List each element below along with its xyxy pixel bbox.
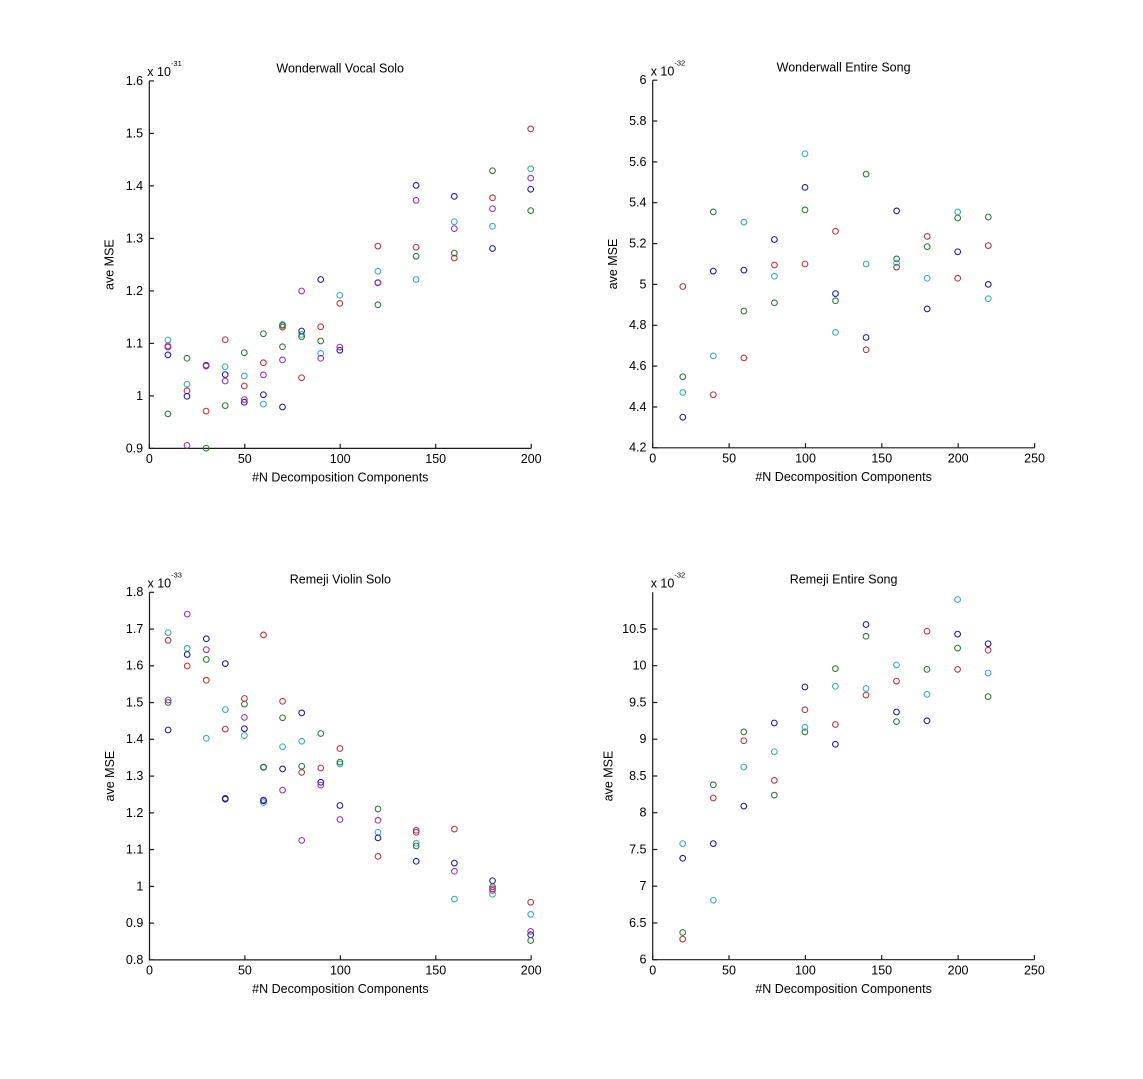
svg-text:50: 50 <box>238 452 252 466</box>
svg-text:50: 50 <box>722 963 736 977</box>
svg-text:Remeji Violin Solo: Remeji Violin Solo <box>290 573 391 587</box>
svg-text:ave MSE: ave MSE <box>103 751 117 802</box>
svg-text:200: 200 <box>521 964 542 978</box>
svg-text:1.7: 1.7 <box>126 622 143 636</box>
svg-text:1.6: 1.6 <box>126 659 143 673</box>
svg-text:150: 150 <box>871 451 892 465</box>
svg-text:8.5: 8.5 <box>629 769 646 783</box>
svg-text:1.8: 1.8 <box>126 585 143 599</box>
svg-text:100: 100 <box>795 963 816 977</box>
svg-text:ave MSE: ave MSE <box>602 751 616 802</box>
svg-text:#N Decomposition Components: #N Decomposition Components <box>755 982 931 996</box>
svg-text:4.2: 4.2 <box>629 441 646 455</box>
svg-text:4.6: 4.6 <box>629 359 646 373</box>
svg-text:200: 200 <box>948 963 969 977</box>
svg-text:6.5: 6.5 <box>629 916 646 930</box>
svg-text:250: 250 <box>1024 963 1045 977</box>
svg-text:9.5: 9.5 <box>629 695 646 709</box>
svg-text:0: 0 <box>146 452 153 466</box>
svg-text:4.4: 4.4 <box>629 400 646 414</box>
svg-text:0: 0 <box>649 451 656 465</box>
svg-text:150: 150 <box>425 452 446 466</box>
svg-text:6: 6 <box>640 953 647 967</box>
svg-text:1.5: 1.5 <box>126 696 143 710</box>
svg-text:Wonderwall Vocal Solo: Wonderwall Vocal Solo <box>276 61 404 75</box>
svg-text:#N Decomposition Components: #N Decomposition Components <box>252 982 428 996</box>
svg-text:8: 8 <box>640 806 647 820</box>
svg-text:#N Decomposition Components: #N Decomposition Components <box>755 470 931 484</box>
svg-text:Remeji Entire Song: Remeji Entire Song <box>790 573 898 587</box>
svg-text:0.8: 0.8 <box>126 953 143 967</box>
svg-text:ave MSE: ave MSE <box>606 239 620 290</box>
svg-text:ave MSE: ave MSE <box>103 239 117 290</box>
svg-text:5.4: 5.4 <box>629 196 646 210</box>
svg-text:0: 0 <box>649 963 656 977</box>
svg-text:1.5: 1.5 <box>126 126 143 140</box>
svg-text:5.2: 5.2 <box>629 237 646 251</box>
svg-text:1: 1 <box>136 879 143 893</box>
svg-text:1.4: 1.4 <box>126 732 143 746</box>
svg-text:250: 250 <box>1024 451 1045 465</box>
svg-text:1.2: 1.2 <box>126 284 143 298</box>
svg-text:1.6: 1.6 <box>126 74 143 88</box>
svg-text:0.9: 0.9 <box>126 441 143 455</box>
svg-text:#N Decomposition Components: #N Decomposition Components <box>252 471 428 485</box>
svg-text:100: 100 <box>330 452 351 466</box>
svg-text:1: 1 <box>136 389 143 403</box>
svg-text:200: 200 <box>948 451 969 465</box>
svg-text:1.4: 1.4 <box>126 179 143 193</box>
svg-text:150: 150 <box>425 964 446 978</box>
svg-text:1.1: 1.1 <box>126 336 143 350</box>
svg-text:5: 5 <box>640 277 647 291</box>
svg-text:1.3: 1.3 <box>126 231 143 245</box>
svg-text:5.6: 5.6 <box>629 155 646 169</box>
svg-text:100: 100 <box>330 964 351 978</box>
svg-text:0: 0 <box>146 964 153 978</box>
svg-text:4.8: 4.8 <box>629 318 646 332</box>
svg-text:50: 50 <box>722 451 736 465</box>
svg-text:9: 9 <box>640 732 647 746</box>
svg-text:0.9: 0.9 <box>126 916 143 930</box>
svg-text:100: 100 <box>795 451 816 465</box>
svg-text:5.8: 5.8 <box>629 114 646 128</box>
svg-text:1.1: 1.1 <box>126 843 143 857</box>
svg-text:1.2: 1.2 <box>126 806 143 820</box>
svg-text:7: 7 <box>640 879 647 893</box>
svg-text:Wonderwall Entire Song: Wonderwall Entire Song <box>777 61 911 75</box>
svg-text:10.5: 10.5 <box>622 622 646 636</box>
svg-text:7.5: 7.5 <box>629 842 646 856</box>
svg-text:150: 150 <box>871 963 892 977</box>
svg-text:200: 200 <box>521 452 542 466</box>
svg-text:1.3: 1.3 <box>126 769 143 783</box>
svg-text:50: 50 <box>238 964 252 978</box>
svg-text:6: 6 <box>640 73 647 87</box>
svg-text:10: 10 <box>633 659 647 673</box>
